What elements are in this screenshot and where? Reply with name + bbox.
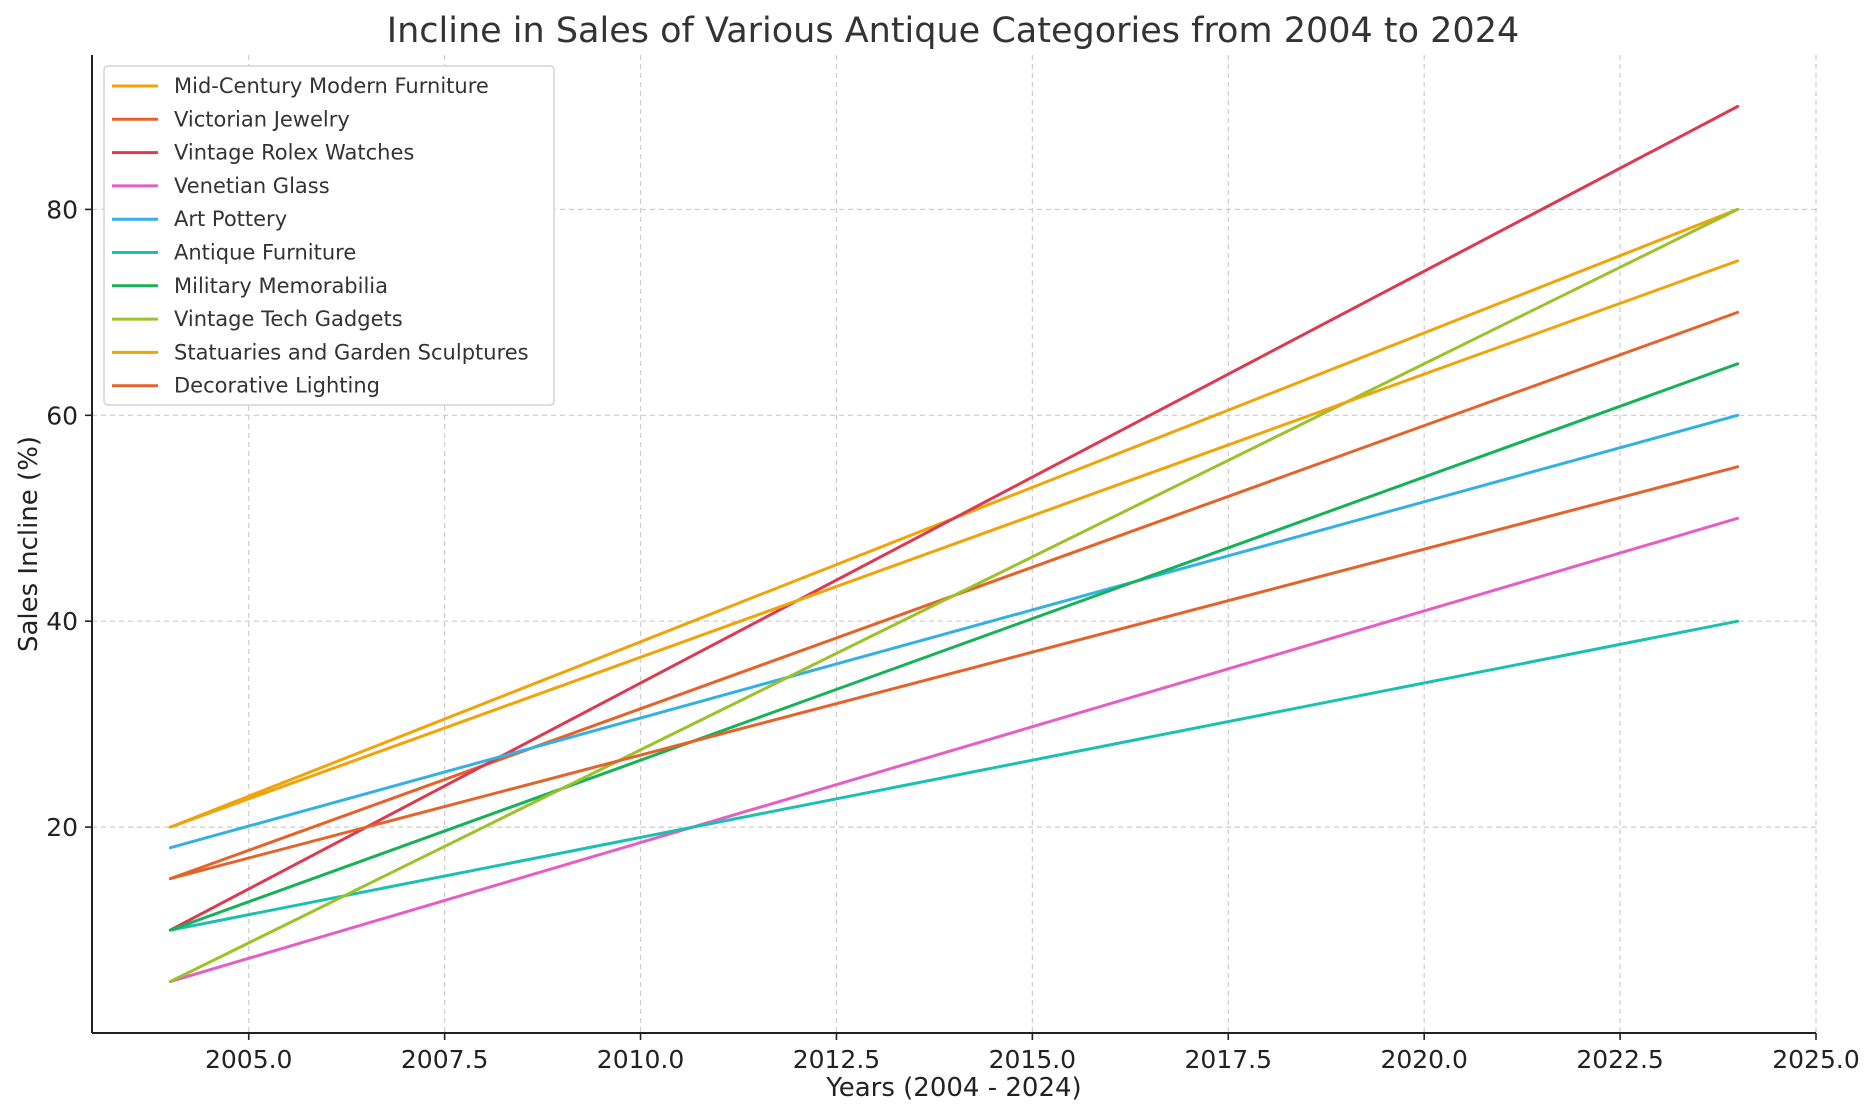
x-tick-label: 2017.5 bbox=[1185, 1045, 1272, 1074]
axes bbox=[91, 55, 1816, 1034]
legend-item: Vintage Rolex Watches bbox=[112, 141, 414, 165]
y-tick-label: 40 bbox=[46, 607, 78, 636]
x-tick-label: 2007.5 bbox=[401, 1045, 488, 1074]
legend-label: Military Memorabilia bbox=[174, 274, 388, 298]
legend-items: Mid-Century Modern Furniture Victorian Je… bbox=[112, 74, 529, 398]
x-tick-label: 2012.5 bbox=[793, 1045, 880, 1074]
chart-title: Incline in Sales of Various Antique Cate… bbox=[387, 11, 1519, 51]
legend-item: Decorative Lighting bbox=[112, 374, 380, 398]
legend-item: Victorian Jewelry bbox=[112, 107, 350, 131]
legend-item: Antique Furniture bbox=[112, 241, 356, 265]
x-axis-label: Years (2004 - 2024) bbox=[825, 1073, 1081, 1103]
legend-frame bbox=[103, 65, 555, 406]
legend-item: Statuaries and Garden Sculptures bbox=[112, 340, 529, 364]
series-line-statuaries-and-garden-sculptures bbox=[168, 259, 1740, 829]
y-axis-label: Sales Incline (%) bbox=[14, 436, 44, 652]
legend-label: Statuaries and Garden Sculptures bbox=[174, 340, 529, 364]
x-tick-label: 2020.0 bbox=[1380, 1045, 1467, 1074]
legend-label: Art Pottery bbox=[174, 207, 287, 231]
x-tick-label: 2025.0 bbox=[1772, 1045, 1859, 1074]
legend-label: Decorative Lighting bbox=[174, 374, 380, 398]
y-ticks: 20 40 60 80 bbox=[46, 195, 92, 842]
series-line-venetian-glass bbox=[168, 516, 1740, 983]
legend-label: Victorian Jewelry bbox=[174, 107, 350, 131]
series-layer bbox=[168, 105, 1740, 983]
series-line-art-pottery bbox=[168, 413, 1740, 850]
legend-label: Vintage Tech Gadgets bbox=[174, 307, 403, 331]
legend-label: Mid-Century Modern Furniture bbox=[174, 74, 489, 98]
legend: Mid-Century Modern Furniture Victorian Je… bbox=[103, 65, 555, 406]
series-line-antique-furniture bbox=[168, 619, 1740, 932]
legend-item: Military Memorabilia bbox=[112, 274, 388, 298]
y-tick-label: 80 bbox=[46, 195, 78, 224]
series-line-decorative-lighting bbox=[168, 465, 1740, 881]
legend-label: Venetian Glass bbox=[174, 174, 330, 198]
legend-item: Vintage Tech Gadgets bbox=[112, 307, 403, 331]
legend-item: Art Pottery bbox=[112, 207, 287, 231]
y-tick-label: 60 bbox=[46, 401, 78, 430]
x-tick-label: 2022.5 bbox=[1576, 1045, 1663, 1074]
legend-item: Mid-Century Modern Furniture bbox=[112, 74, 489, 98]
x-tick-label: 2005.0 bbox=[205, 1045, 292, 1074]
legend-item: Venetian Glass bbox=[112, 174, 330, 198]
x-tick-label: 2010.0 bbox=[597, 1045, 684, 1074]
series-line-vintage-tech-gadgets bbox=[168, 207, 1740, 983]
x-tick-label: 2015.0 bbox=[989, 1045, 1076, 1074]
y-tick-label: 20 bbox=[46, 813, 78, 842]
x-ticks: 2005.0 2007.5 2010.0 2012.5 2015.0 2017.5 2020… bbox=[205, 1033, 1860, 1074]
legend-label: Antique Furniture bbox=[174, 241, 356, 265]
series-line-vintage-rolex-watches bbox=[168, 105, 1740, 932]
legend-label: Vintage Rolex Watches bbox=[174, 141, 414, 165]
series-line-military-memorabilia bbox=[168, 362, 1740, 932]
